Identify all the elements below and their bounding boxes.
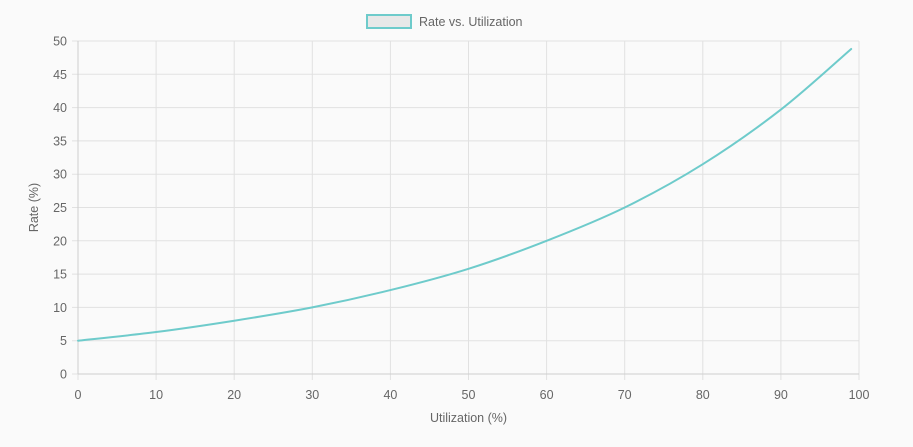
y-tick-label: 0 [60,368,67,382]
grid [72,40,860,380]
y-tick-label: 30 [53,168,67,182]
x-tick-label: 0 [75,388,82,402]
x-tick-label: 40 [383,388,397,402]
y-tick-label: 20 [53,234,67,248]
series-group [77,47,853,342]
legend[interactable]: Rate vs. Utilization [366,14,523,29]
y-tick-label: 5 [60,334,67,348]
y-tick-label: 25 [53,201,67,215]
x-tick-label: 50 [462,388,476,402]
legend-swatch[interactable] [366,14,412,29]
x-axis-title: Utilization (%) [430,411,507,425]
series-line [77,47,853,342]
legend-label[interactable]: Rate vs. Utilization [419,15,523,29]
x-axis-ticks: 0 10 20 30 40 50 60 70 80 90 100 [75,388,870,402]
y-axis-title: Rate (%) [27,183,41,232]
y-tick-label: 35 [53,134,67,148]
y-tick-label: 15 [53,268,67,282]
x-tick-label: 30 [305,388,319,402]
axes [77,41,859,375]
y-tick-label: 10 [53,301,67,315]
y-tick-label: 45 [53,68,67,82]
x-tick-label: 90 [774,388,788,402]
y-tick-label: 50 [53,35,67,49]
x-tick-label: 60 [540,388,554,402]
x-tick-label: 80 [696,388,710,402]
x-tick-label: 100 [849,388,870,402]
x-tick-label: 70 [618,388,632,402]
y-axis-ticks: 0 5 10 15 20 25 30 35 40 45 50 [53,35,67,382]
x-tick-label: 20 [227,388,241,402]
y-tick-label: 40 [53,101,67,115]
x-tick-label: 10 [149,388,163,402]
